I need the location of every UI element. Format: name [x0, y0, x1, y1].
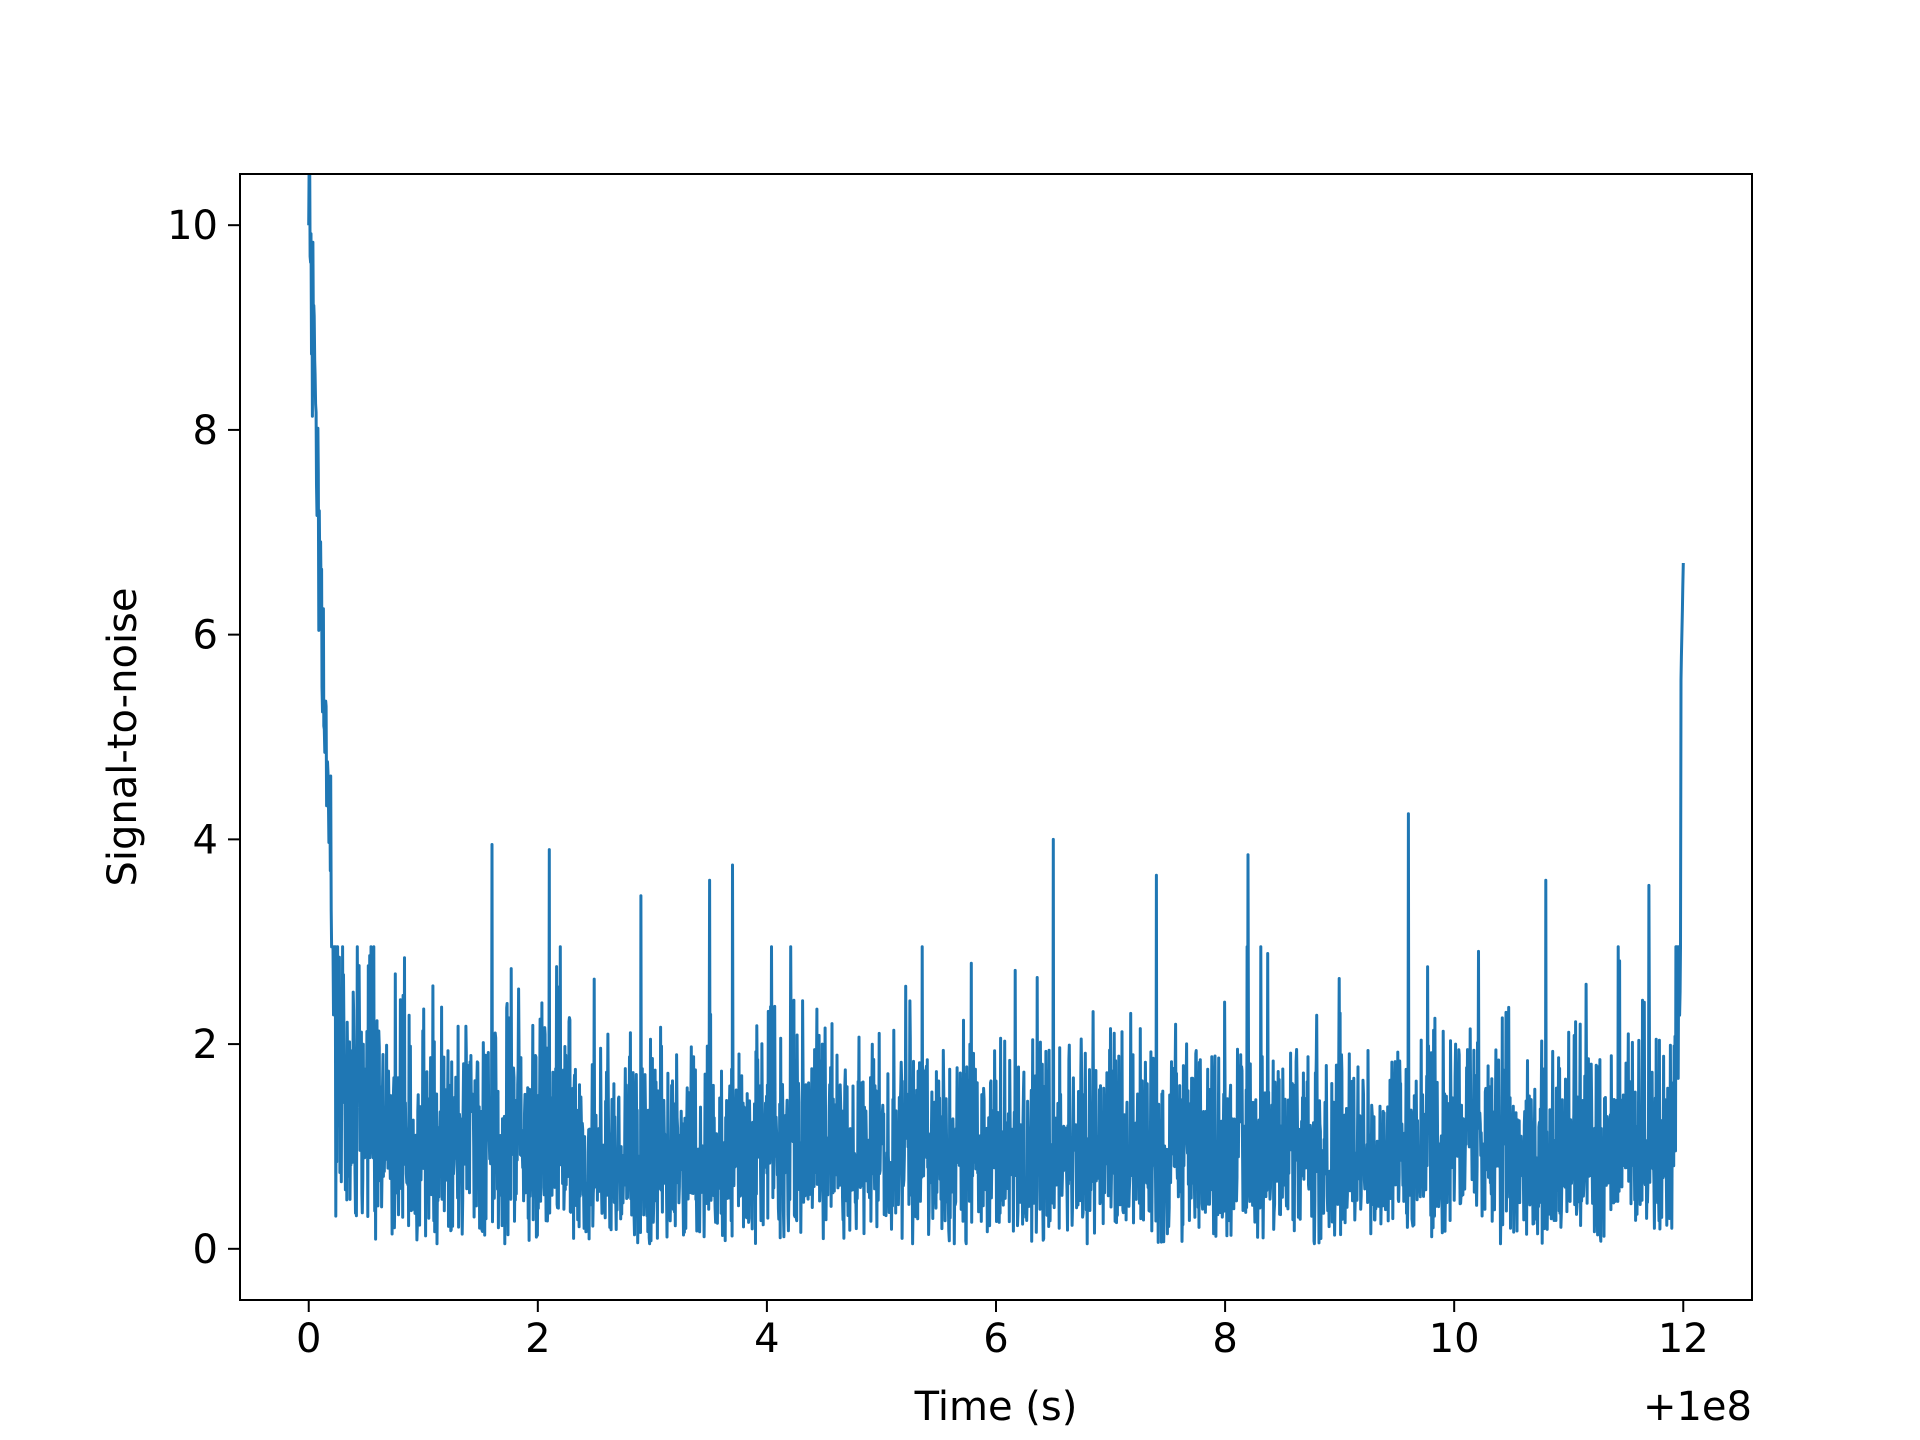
y-axis-label: Signal-to-noise	[100, 587, 146, 886]
y-tick-label: 4	[193, 817, 218, 863]
plot-area	[239, 173, 1753, 1301]
x-tick-label: 8	[1212, 1316, 1237, 1362]
y-tick-label: 10	[167, 203, 218, 249]
x-tick-label: 4	[754, 1316, 779, 1362]
y-tick-label: 2	[193, 1022, 218, 1068]
x-axis-offset-label: +1e8	[1643, 1384, 1752, 1430]
x-tick-label: 12	[1658, 1316, 1709, 1362]
x-axis-label: Time (s)	[914, 1384, 1078, 1430]
x-tick-label: 10	[1429, 1316, 1480, 1362]
y-tick-label: 6	[193, 613, 218, 659]
y-tick-label: 8	[193, 408, 218, 454]
y-tick-label: 0	[193, 1227, 218, 1273]
x-tick-label: 2	[525, 1316, 550, 1362]
snr-series-line	[307, 174, 1685, 1246]
y-axis-ticks: 0 2 4 6 8 10	[167, 203, 240, 1273]
series-layer	[307, 174, 1685, 1246]
x-tick-label: 0	[296, 1316, 321, 1362]
x-axis-ticks: 0 2 4 6 8 10 12	[296, 1300, 1709, 1362]
x-tick-label: 6	[983, 1316, 1008, 1362]
